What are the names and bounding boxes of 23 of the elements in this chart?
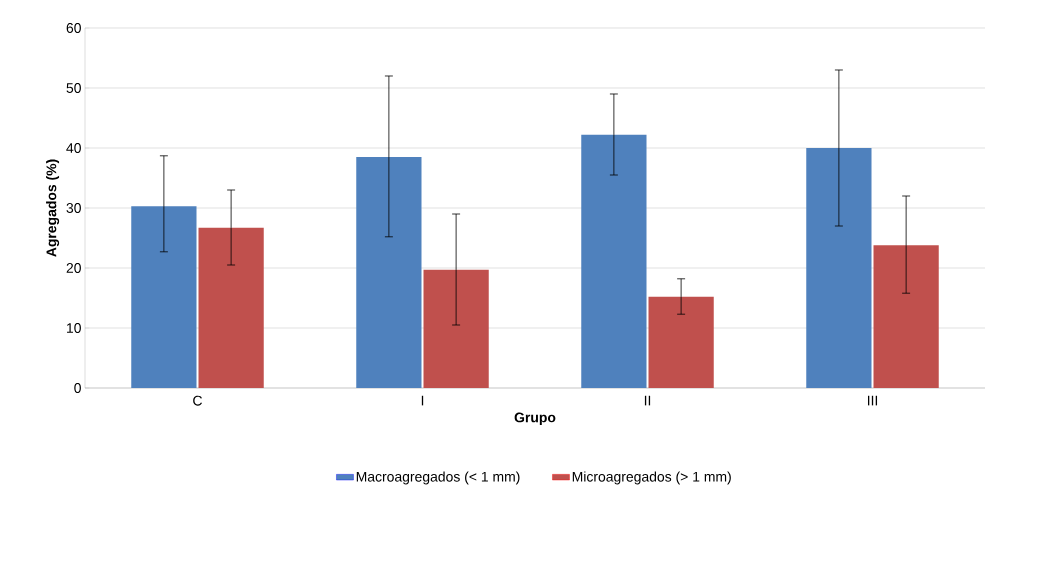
x-tick-label: III: [867, 395, 878, 406]
y-tick-label: 20: [66, 263, 81, 273]
x-tick-label: I: [421, 395, 424, 406]
y-tick-label: 50: [66, 83, 81, 93]
bar: [648, 296, 714, 388]
bar: [806, 148, 872, 388]
bar: [198, 227, 264, 388]
y-tick-label: 10: [67, 323, 81, 333]
y-tick-label: 0: [74, 383, 81, 393]
y-tick-label: 60: [66, 23, 81, 33]
bar: [356, 157, 422, 388]
y-axis-title: Agregados (%): [46, 159, 60, 257]
y-tick-label: 40: [66, 143, 81, 153]
x-tick-label: C: [193, 395, 203, 406]
legend-label: Macroagregados (< 1 mm): [356, 471, 520, 485]
bar: [131, 206, 197, 388]
bar: [873, 245, 939, 388]
x-axis-title: Grupo: [514, 412, 556, 426]
bar: [423, 269, 489, 388]
bar: [581, 134, 647, 388]
y-tick-label: 30: [66, 203, 81, 213]
x-tick-label: II: [644, 395, 651, 406]
legend-label: Microagregados (> 1 mm): [572, 471, 731, 485]
